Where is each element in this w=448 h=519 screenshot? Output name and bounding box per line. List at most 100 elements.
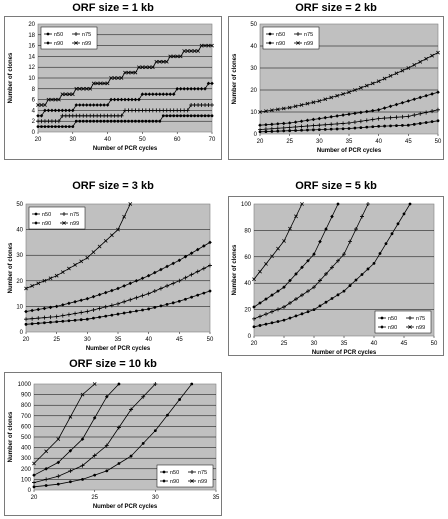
data-point — [341, 121, 346, 126]
data-point — [60, 125, 64, 128]
data-point — [300, 293, 304, 298]
data-point — [36, 125, 40, 128]
data-point — [54, 125, 57, 128]
data-point — [329, 127, 333, 131]
x-tick-label: 30 — [69, 137, 76, 143]
legend-label-n99: n99 — [198, 479, 207, 485]
data-point — [206, 43, 211, 48]
data-point — [378, 252, 382, 255]
data-point — [55, 320, 59, 324]
data-point — [436, 119, 440, 123]
data-point — [123, 108, 127, 113]
x-tick-label: 35 — [341, 341, 348, 347]
data-point — [92, 316, 95, 320]
data-point — [186, 114, 190, 118]
data-point — [264, 262, 268, 266]
data-point — [276, 246, 280, 251]
data-point — [109, 97, 113, 102]
data-point — [109, 119, 113, 123]
data-point — [185, 49, 190, 53]
data-point — [84, 113, 89, 118]
data-point — [179, 114, 183, 118]
data-point — [42, 315, 47, 320]
data-point — [103, 238, 108, 243]
data-point — [39, 103, 44, 107]
data-point — [400, 100, 405, 105]
data-point — [389, 124, 392, 128]
data-point — [49, 320, 52, 324]
data-point — [105, 113, 110, 118]
data-point — [287, 105, 292, 110]
legend-label-n99: n99 — [70, 221, 79, 227]
data-point — [402, 212, 406, 216]
data-point — [311, 100, 316, 105]
data-point — [171, 108, 176, 113]
data-point — [161, 92, 166, 96]
data-point — [73, 318, 77, 322]
data-point — [64, 108, 68, 113]
data-point — [189, 103, 194, 107]
data-point — [207, 114, 210, 118]
data-point — [63, 113, 68, 118]
data-point — [48, 276, 53, 281]
data-point — [203, 87, 207, 91]
data-point — [348, 284, 352, 287]
data-point — [293, 104, 298, 109]
data-point — [175, 108, 180, 113]
data-point — [104, 314, 108, 318]
data-point — [288, 316, 292, 320]
data-point — [288, 129, 292, 133]
data-point — [206, 103, 211, 107]
data-point — [147, 65, 152, 70]
data-point — [192, 87, 197, 91]
data-point — [366, 267, 370, 271]
data-point — [161, 108, 166, 113]
data-point — [84, 103, 89, 107]
data-point — [130, 119, 134, 123]
data-point — [158, 286, 163, 291]
data-point — [268, 41, 272, 45]
data-point — [388, 104, 393, 109]
data-point — [311, 123, 316, 128]
data-point — [81, 478, 84, 481]
data-point — [91, 103, 96, 107]
data-point — [151, 92, 155, 96]
data-point — [102, 103, 106, 107]
data-point — [79, 318, 83, 322]
data-point — [46, 41, 50, 45]
series-line-n75 — [38, 104, 212, 122]
data-point — [165, 302, 169, 306]
y-tick-label: 80 — [244, 228, 251, 234]
data-point — [294, 314, 298, 318]
data-point — [110, 313, 114, 317]
data-point — [69, 480, 72, 484]
data-point — [406, 123, 410, 127]
data-point — [141, 394, 146, 399]
data-point — [264, 297, 268, 301]
data-point — [164, 108, 169, 113]
data-point — [382, 76, 387, 81]
data-point — [79, 259, 84, 264]
data-point — [67, 108, 72, 113]
data-point — [365, 125, 369, 129]
data-point — [40, 125, 43, 128]
data-point — [196, 49, 200, 53]
data-point — [112, 113, 117, 118]
data-point — [382, 106, 387, 110]
data-point — [36, 114, 40, 118]
data-point — [288, 278, 292, 283]
data-point — [394, 71, 399, 76]
data-point — [50, 97, 54, 102]
legend-label-n50: n50 — [170, 470, 179, 476]
x-tick-label: 40 — [104, 137, 111, 143]
data-point — [395, 124, 398, 128]
data-point — [317, 99, 322, 103]
data-point — [165, 264, 169, 269]
data-point — [406, 99, 411, 103]
data-point — [43, 103, 47, 107]
data-point — [88, 103, 92, 107]
y-tick-label: 200 — [21, 467, 32, 473]
data-point — [210, 43, 214, 48]
data-point — [56, 460, 61, 465]
data-point — [116, 425, 121, 430]
